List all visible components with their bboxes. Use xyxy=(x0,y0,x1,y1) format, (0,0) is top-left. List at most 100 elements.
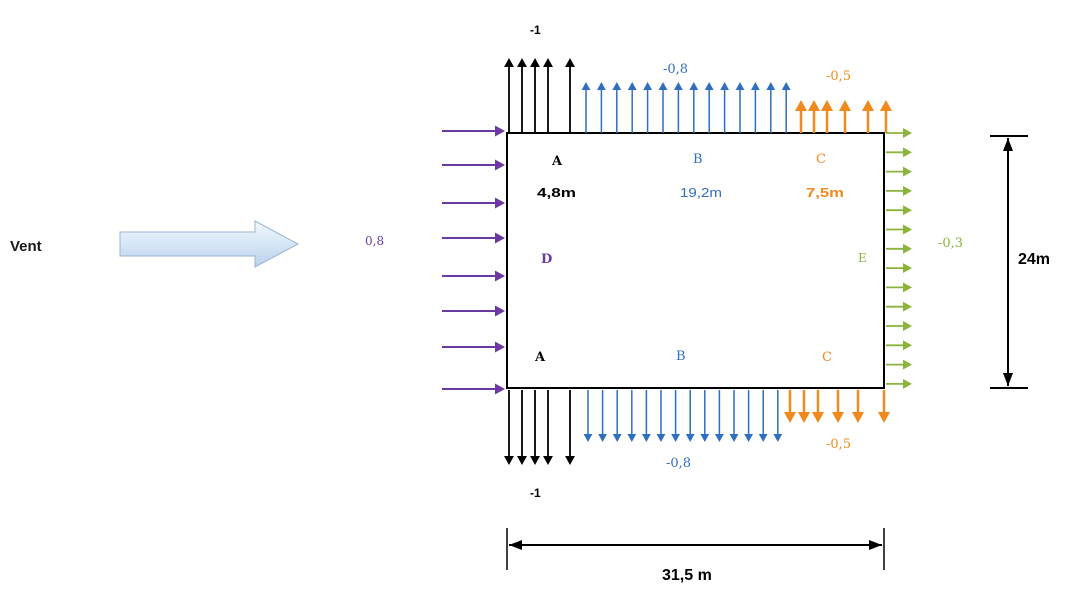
suction-arrow-E xyxy=(886,243,912,254)
suction-arrow-top-B xyxy=(689,82,699,133)
suction-arrow-E xyxy=(886,166,912,177)
pressure-arrow-D xyxy=(442,341,505,353)
suction-arrow-bottom-B xyxy=(656,390,666,442)
coef-top-C: -0,5 xyxy=(826,69,851,84)
wind-direction-arrow xyxy=(119,220,300,268)
zone-letter-top-A: A xyxy=(551,154,563,169)
suction-arrow-top-C xyxy=(861,100,875,133)
top-zone-A-arrows xyxy=(504,58,575,133)
pressure-arrow-D xyxy=(442,270,505,282)
suction-arrow-bottom-B xyxy=(758,390,768,442)
suction-arrow-top-B xyxy=(581,82,591,133)
coef-top-B: -0,8 xyxy=(663,62,688,77)
suction-arrow-top-B xyxy=(612,82,622,133)
suction-arrow-top-A xyxy=(530,58,540,133)
suction-arrow-top-B xyxy=(674,82,683,133)
length-dimension-label: 31,5 m xyxy=(662,567,712,584)
pressure-arrow-D xyxy=(442,125,505,137)
coef-bottom-C: -0,5 xyxy=(826,437,851,452)
suction-arrow-E xyxy=(886,147,912,158)
suction-arrow-top-B xyxy=(781,82,791,133)
suction-arrow-bottom-B xyxy=(627,390,637,442)
wind-pressure-value-D: 0,8 xyxy=(365,234,384,248)
suction-arrow-E xyxy=(886,340,912,351)
coef-bottom-B: -0,8 xyxy=(666,456,691,471)
bottom-zone-C-arrows xyxy=(783,390,891,423)
suction-arrow-top-A xyxy=(504,58,514,133)
top-zone-C-arrows xyxy=(794,100,893,133)
leeward-wall-arrows xyxy=(886,128,912,389)
zone-letter-D: D xyxy=(541,252,552,267)
suction-arrow-top-B xyxy=(751,82,760,133)
suction-arrow-bottom-B xyxy=(773,390,783,442)
suction-arrow-bottom-B xyxy=(671,390,680,442)
suction-arrow-bottom-B xyxy=(729,390,739,442)
suction-arrow-top-B xyxy=(643,82,652,133)
suction-arrow-bottom-C xyxy=(877,390,891,423)
suction-arrow-bottom-C xyxy=(831,390,845,423)
pressure-arrow-D xyxy=(442,383,505,395)
building-outline xyxy=(506,132,885,389)
suction-arrow-top-C xyxy=(879,100,893,133)
zone-letter-bottom-A: A xyxy=(534,350,546,365)
suction-arrow-bottom-A xyxy=(530,390,540,465)
suction-arrow-bottom-C xyxy=(851,390,865,423)
suction-arrow-bottom-B xyxy=(715,390,724,442)
suction-arrow-top-A xyxy=(565,58,575,133)
depth-dimension xyxy=(990,135,1028,389)
suction-arrow-top-C xyxy=(807,100,821,133)
suction-arrow-bottom-A xyxy=(543,390,553,465)
bottom-zone-A-arrows xyxy=(504,390,575,465)
suction-arrow-top-A xyxy=(517,58,527,133)
suction-arrow-bottom-C xyxy=(811,390,825,423)
suction-arrow-bottom-B xyxy=(744,390,753,442)
wind-label: Vent xyxy=(10,238,42,255)
suction-arrow-top-C xyxy=(820,100,834,133)
suction-arrow-bottom-B xyxy=(583,390,593,442)
suction-arrow-E xyxy=(886,185,912,196)
pressure-arrow-D xyxy=(442,305,505,317)
suction-arrow-bottom-B xyxy=(700,390,710,442)
suction-arrow-top-B xyxy=(735,82,745,133)
suction-arrow-top-B xyxy=(720,82,729,133)
suction-arrow-E xyxy=(886,263,912,274)
suction-arrow-bottom-A xyxy=(517,390,527,465)
suction-arrow-top-B xyxy=(627,82,637,133)
suction-arrow-E xyxy=(886,205,912,216)
coef-top-A: -1 xyxy=(530,23,541,37)
coef-E: -0,3 xyxy=(938,236,963,251)
suction-arrow-E xyxy=(886,301,912,312)
zone-letter-E: E xyxy=(858,251,867,265)
suction-arrow-E xyxy=(886,282,912,293)
suction-arrow-bottom-C xyxy=(797,390,811,423)
pressure-arrow-D xyxy=(442,232,505,244)
suction-arrow-bottom-B xyxy=(598,390,607,442)
coef-bottom-A: -1 xyxy=(530,486,541,500)
suction-arrow-top-C xyxy=(794,100,808,133)
zone-width-A: 4,8m xyxy=(537,185,576,200)
suction-arrow-top-B xyxy=(704,82,714,133)
suction-arrow-bottom-B xyxy=(685,390,695,442)
pressure-arrow-D xyxy=(442,197,505,209)
suction-arrow-top-A xyxy=(543,58,553,133)
suction-arrow-top-B xyxy=(766,82,776,133)
suction-arrow-top-B xyxy=(658,82,668,133)
suction-arrow-bottom-A xyxy=(565,390,575,465)
suction-arrow-bottom-B xyxy=(612,390,622,442)
length-dimension xyxy=(506,528,885,570)
top-zone-B-arrows xyxy=(581,82,791,133)
suction-arrow-top-C xyxy=(838,100,852,133)
windward-wall-arrows xyxy=(442,125,505,395)
depth-dimension-label: 24m xyxy=(1018,251,1050,268)
suction-arrow-top-B xyxy=(597,82,606,133)
bottom-zone-B-arrows xyxy=(583,390,783,442)
zone-letter-top-B: B xyxy=(693,152,703,167)
suction-arrow-E xyxy=(886,224,912,235)
suction-arrow-E xyxy=(886,321,912,331)
suction-arrow-bottom-B xyxy=(642,390,651,442)
zone-letter-top-C: C xyxy=(816,152,826,167)
suction-arrow-bottom-A xyxy=(504,390,514,465)
pressure-arrow-D xyxy=(442,159,505,171)
suction-arrow-E xyxy=(886,128,912,138)
